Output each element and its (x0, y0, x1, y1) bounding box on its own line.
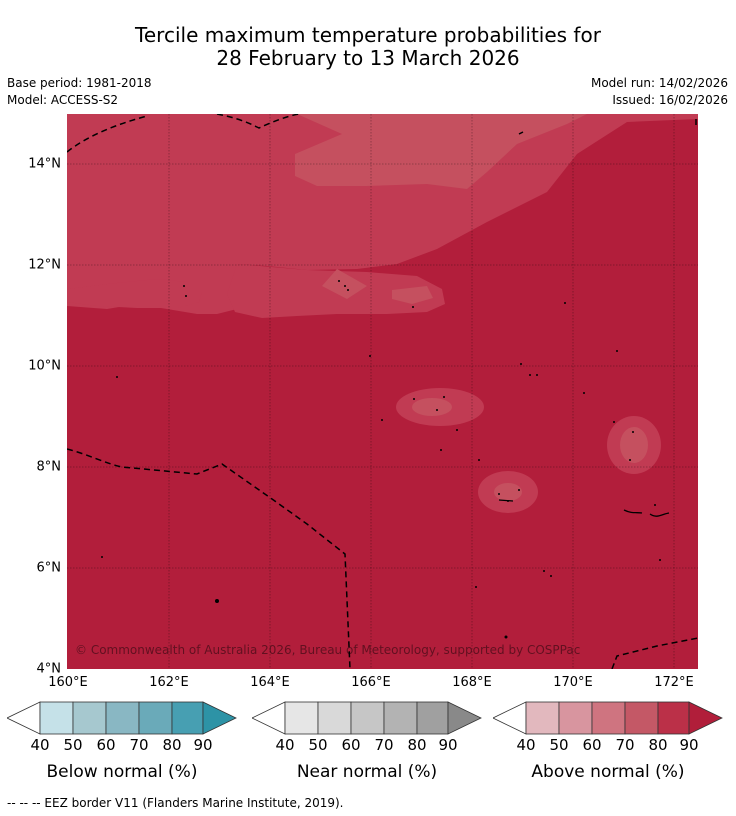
colorbar-below (6, 701, 237, 735)
lat-label-12: 12°N (28, 257, 61, 273)
meta-left: Base period: 1981-2018 Model: ACCESS-S2 (7, 75, 152, 109)
caption-below: Below normal (%) (46, 762, 198, 782)
legend-near-normal: 40 50 60 70 80 90 Near normal (%) (251, 700, 484, 782)
map-svg: © Commonwealth of Australia 2026, Bureau… (67, 114, 698, 669)
issued-date: Issued: 16/02/2026 (612, 93, 728, 107)
probability-field-above-80 (67, 114, 698, 314)
lat-label-4: 4°N (36, 661, 62, 677)
caption-near: Near normal (%) (296, 762, 438, 782)
lat-label-14: 14°N (28, 156, 61, 172)
probability-pocket-3-core (412, 398, 452, 416)
lat-label-8: 8°N (36, 459, 62, 475)
probability-field-above-70-north (295, 114, 587, 189)
lat-label-10: 10°N (28, 358, 61, 374)
probability-pocket-2 (392, 286, 433, 304)
probability-pocket-5-core (620, 427, 648, 463)
lon-label-168: 168°E (452, 675, 492, 690)
atoll-outlines (498, 499, 670, 517)
legend-above-normal: 40 50 60 70 80 90 Above normal (%) (492, 700, 725, 782)
lon-label-164: 164°E (250, 675, 290, 690)
probability-pocket-1 (322, 269, 367, 299)
caption-above: Above normal (%) (531, 762, 685, 782)
map-title-line1: Tercile maximum temperature probabilitie… (135, 23, 601, 47)
lon-label-162: 162°E (149, 675, 189, 690)
model-name: Model: ACCESS-S2 (7, 93, 119, 107)
colorbar-near (251, 701, 482, 735)
map-title-line2: 28 February to 13 March 2026 (216, 46, 520, 70)
islands (101, 280, 661, 639)
meta-right: Model run: 14/02/2026 Issued: 16/02/2026 (591, 75, 728, 109)
lon-label-170: 170°E (553, 675, 593, 690)
legend-below-normal: 40 50 60 70 80 90 Below normal (%) (6, 700, 239, 782)
lon-label-166: 166°E (351, 675, 391, 690)
probability-patch-west (67, 279, 202, 308)
lat-label-6: 6°N (36, 560, 62, 576)
lon-label-172: 172°E (654, 675, 694, 690)
colorbar-above (492, 701, 723, 735)
eez-border-lines (67, 114, 698, 669)
map-panel: © Commonwealth of Australia 2026, Bureau… (67, 114, 698, 669)
probability-pocket-4-core (494, 483, 522, 501)
grid-lines (67, 114, 698, 669)
base-period: Base period: 1981-2018 (7, 76, 152, 90)
eez-border-note: -- -- -- EEZ border V11 (Flanders Marine… (7, 796, 344, 810)
lon-label-160: 160°E (48, 675, 88, 690)
copyright-notice: © Commonwealth of Australia 2026, Bureau… (75, 643, 580, 657)
model-run: Model run: 14/02/2026 (590, 76, 728, 90)
